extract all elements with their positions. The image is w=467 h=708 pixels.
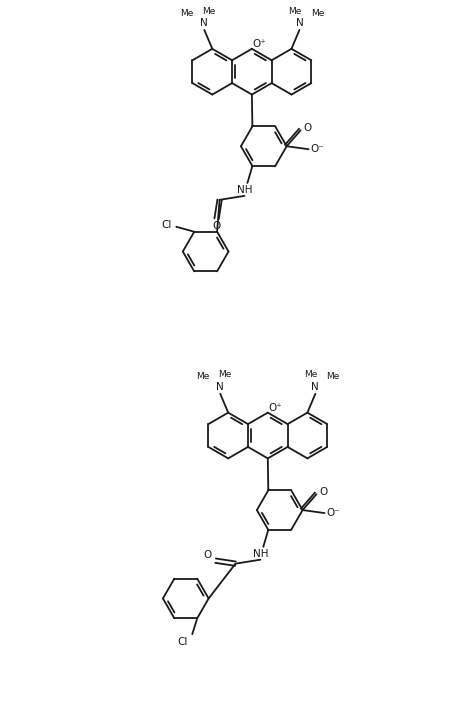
Text: Me: Me xyxy=(288,6,301,16)
Text: Me: Me xyxy=(196,372,209,382)
Text: O: O xyxy=(204,549,212,560)
Text: NH: NH xyxy=(237,185,252,195)
Text: Cl: Cl xyxy=(161,219,171,230)
Text: NH: NH xyxy=(253,549,268,559)
Text: O⁺: O⁺ xyxy=(268,403,282,413)
Text: Me: Me xyxy=(304,370,317,379)
Text: O: O xyxy=(319,487,327,497)
Text: O: O xyxy=(304,123,311,133)
Text: O⁻: O⁻ xyxy=(326,508,340,518)
Text: O⁻: O⁻ xyxy=(311,144,325,154)
Text: Me: Me xyxy=(203,6,216,16)
Text: Me: Me xyxy=(326,372,340,382)
Text: N: N xyxy=(216,382,224,392)
Text: N: N xyxy=(296,18,304,28)
Text: O⁺: O⁺ xyxy=(252,39,266,49)
Text: Me: Me xyxy=(311,8,324,18)
Text: Me: Me xyxy=(180,8,193,18)
Text: O: O xyxy=(212,221,221,231)
Text: N: N xyxy=(200,18,208,28)
Text: Cl: Cl xyxy=(177,637,187,647)
Text: Me: Me xyxy=(219,370,232,379)
Text: N: N xyxy=(311,382,319,392)
